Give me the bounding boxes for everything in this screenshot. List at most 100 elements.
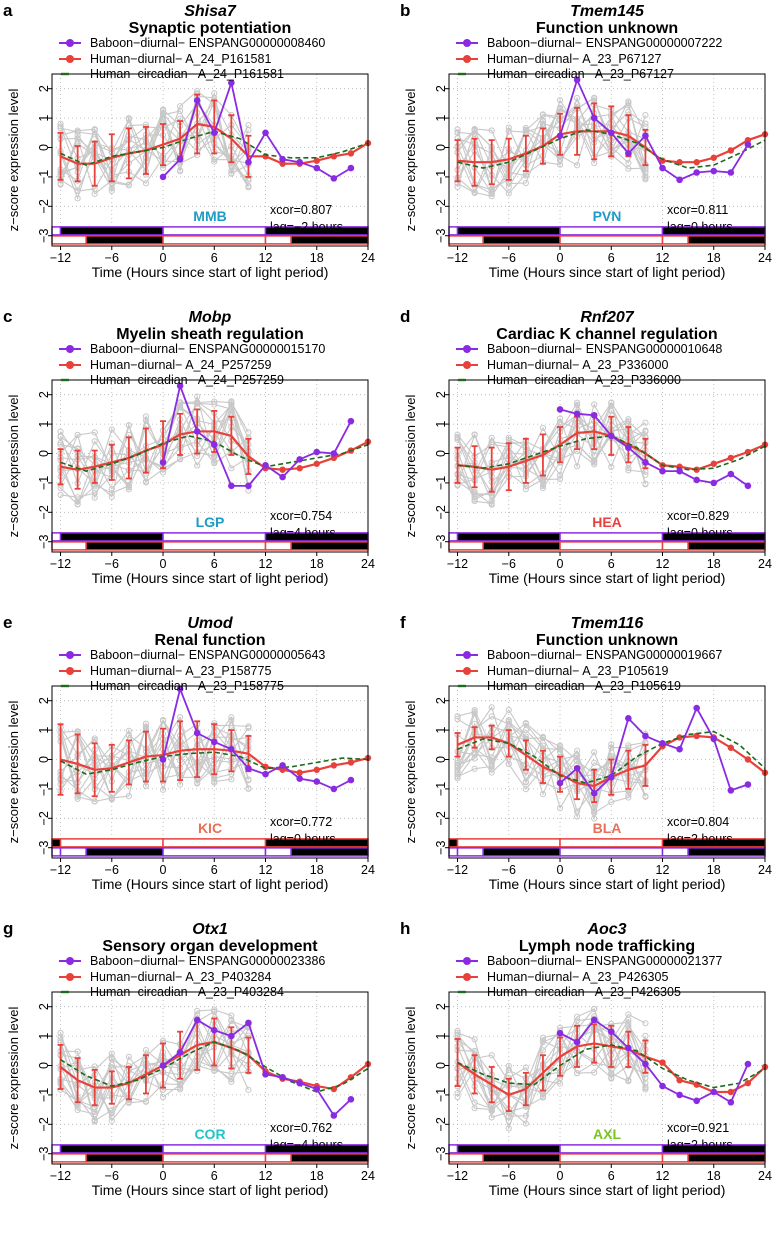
tissue-label: MMB <box>193 208 226 224</box>
y-tick-label: 1 <box>434 115 448 122</box>
gray-point <box>591 159 598 167</box>
y-axis-label: z−score expression level <box>403 1007 418 1150</box>
gray-point <box>556 415 564 422</box>
gray-point <box>177 107 184 115</box>
lag-label: lag=4 hours <box>270 526 336 540</box>
gray-profile <box>457 106 646 191</box>
x-tick-label: 0 <box>160 557 167 571</box>
light-dark-segment <box>559 235 664 245</box>
human-diurnal-point <box>744 1079 752 1087</box>
gray-point <box>91 798 98 805</box>
legend: Baboon−diurnal− ENSPANG00000010648 Human−… <box>456 342 722 387</box>
gray-point <box>608 744 615 751</box>
baboon-diurnal-point <box>347 417 355 425</box>
legend-label: Baboon−diurnal− ENSPANG00000021377 <box>487 954 722 968</box>
y-tick-label: 1 <box>434 1033 448 1040</box>
gray-point <box>125 792 132 800</box>
gray-point <box>591 461 598 468</box>
y-tick-label: −1 <box>434 170 448 184</box>
y-axis-label: z−score expression level <box>403 89 418 232</box>
gray-point <box>228 1017 235 1025</box>
light-dark-segment <box>448 532 459 542</box>
gray-point <box>522 778 529 785</box>
gray-profile <box>60 95 249 193</box>
baboon-diurnal-point <box>607 432 615 440</box>
gene-name: Mobp <box>189 309 232 326</box>
light-dark-segment <box>85 847 164 857</box>
gray-point <box>539 118 547 125</box>
legend-label: Human−diurnal− A_23_P403284 <box>90 970 271 984</box>
gray-profile <box>457 1034 646 1131</box>
gray-profile <box>457 104 646 191</box>
x-tick-label: 12 <box>259 251 273 265</box>
y-tick-label: 2 <box>37 697 51 704</box>
baboon-diurnal-point <box>245 482 252 490</box>
gray-point <box>211 156 218 163</box>
gray-point <box>454 769 461 776</box>
baboon-diurnal-point <box>330 450 338 457</box>
gray-point <box>177 1081 184 1088</box>
gray-point <box>57 484 64 492</box>
baboon-diurnal-point <box>710 735 718 743</box>
light-dark-segment <box>448 1153 484 1163</box>
legend-label: Baboon−diurnal− ENSPANG00000007222 <box>487 36 722 50</box>
tissue-label: PVN <box>593 208 622 224</box>
baboon-diurnal-point <box>176 1048 184 1056</box>
panel-letter: a <box>3 1 13 20</box>
gray-point <box>454 763 461 770</box>
gray-point <box>556 742 564 749</box>
gray-point <box>194 398 201 406</box>
gray-point <box>57 433 64 441</box>
gray-point <box>522 786 529 793</box>
gray-point <box>159 111 167 119</box>
gray-point <box>228 1070 235 1077</box>
human-diurnal-point <box>693 732 700 740</box>
y-tick-label: −1 <box>37 782 51 796</box>
x-tick-label: 0 <box>160 863 167 877</box>
light-dark-segment <box>661 541 689 551</box>
gray-profile <box>60 1034 249 1115</box>
baboon-diurnal-point <box>625 150 632 157</box>
legend-human-point <box>66 361 74 369</box>
x-tick-label: 18 <box>310 1169 324 1183</box>
gray-point <box>488 704 495 711</box>
baboon-diurnal-point <box>193 1016 201 1024</box>
gray-point <box>539 1093 547 1100</box>
gray-profile <box>457 410 646 481</box>
y-tick-label: 1 <box>434 421 448 428</box>
x-tick-label: 12 <box>259 1169 273 1183</box>
light-dark-bars <box>51 226 369 245</box>
gray-point <box>471 1099 478 1106</box>
gray-point <box>245 184 252 191</box>
gray-point <box>228 1076 235 1083</box>
y-axis-label: z−score expression level <box>403 395 418 538</box>
gray-point <box>454 771 461 778</box>
light-dark-segment <box>687 847 766 857</box>
panel-letter: h <box>400 919 410 938</box>
plot-frame <box>448 685 766 859</box>
human-diurnal-point <box>296 769 303 776</box>
baboon-diurnal-point <box>590 1016 598 1024</box>
gray-point <box>245 724 252 732</box>
gray-point <box>245 1086 252 1093</box>
gray-profile <box>60 722 249 790</box>
light-dark-segment <box>482 1153 561 1163</box>
tissue-label: AXL <box>593 1126 621 1142</box>
legend-human-point <box>463 973 471 981</box>
xcor-label: xcor=0.811 <box>667 203 728 217</box>
legend: Baboon−diurnal− ENSPANG00000008460 Human−… <box>59 36 325 81</box>
x-tick-label: 6 <box>211 557 218 571</box>
baboon-diurnal-point <box>313 1085 321 1093</box>
gray-point <box>471 708 478 715</box>
gray-profile <box>60 1019 249 1109</box>
baboon-diurnal-point <box>710 167 718 175</box>
baboon-diurnal-point <box>347 164 355 172</box>
human-diurnal-point <box>330 762 338 769</box>
baboon-diurnal-point <box>659 740 666 747</box>
gray-point <box>471 710 478 717</box>
baboon-diurnal-point <box>262 1071 269 1078</box>
gray-point <box>142 782 150 789</box>
baboon-diurnal-point <box>245 765 252 772</box>
x-tick-label: 0 <box>557 863 564 877</box>
